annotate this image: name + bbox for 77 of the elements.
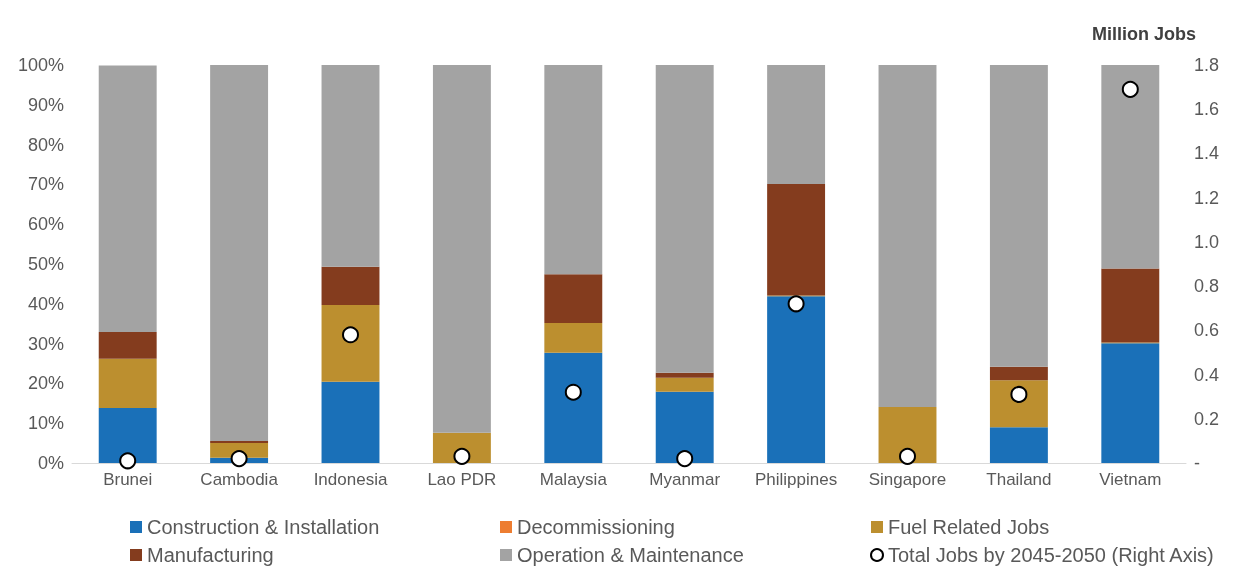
y-tick-label: 100% (17, 55, 64, 75)
y-tick-label: 90% (27, 94, 64, 115)
bar (1101, 65, 1160, 269)
y-tick-label: 30% (27, 333, 64, 354)
legend-label: Fuel Related Jobs (888, 516, 1050, 538)
bar (878, 406, 937, 463)
y-tick-label: 60% (27, 214, 64, 235)
bar (321, 266, 380, 305)
bar (321, 304, 380, 382)
y2-axis-title: Million Jobs (1091, 24, 1196, 44)
x-tick-label: Myanmar (649, 470, 721, 489)
legend-label: Manufacturing (147, 544, 274, 566)
y-tick-label: 80% (27, 134, 64, 155)
bar (544, 352, 603, 463)
x-tick-label: Vietnam (1099, 470, 1162, 489)
bar (655, 391, 714, 463)
point (676, 450, 694, 468)
y2-tick-label: 1.2 (1194, 187, 1220, 208)
bar (655, 372, 714, 378)
bar (98, 408, 157, 463)
point (230, 450, 248, 468)
bar (989, 366, 1048, 381)
legend-label: Construction & Installation (147, 516, 380, 538)
bar (1101, 268, 1160, 343)
x-tick-label: Thailand (986, 470, 1052, 489)
bar (989, 427, 1048, 463)
y-tick-label: 50% (27, 254, 64, 274)
bar (655, 65, 714, 373)
point (1010, 385, 1028, 403)
bar (767, 296, 826, 463)
y2-tick-label: 0.4 (1194, 364, 1220, 385)
y-tick-label: 20% (27, 373, 64, 394)
x-tick-label: Philippines (754, 470, 838, 489)
point (787, 295, 805, 313)
y-tick-label: 10% (27, 413, 64, 434)
bar (767, 65, 826, 184)
y2-tick-label: 1.6 (1194, 99, 1220, 120)
y-tick-label: 0% (37, 453, 64, 473)
bar (989, 380, 1048, 428)
bar (544, 274, 603, 323)
point (564, 383, 582, 401)
y2-tick-label: 1.4 (1194, 143, 1220, 164)
y-tick-label: 40% (27, 293, 64, 314)
bar (655, 377, 714, 392)
y2-tick-label: - (1194, 453, 1200, 473)
bar (544, 322, 603, 353)
x-tick-label: Brunei (103, 470, 153, 489)
y-tick-label: 70% (27, 174, 64, 195)
bar (1101, 343, 1160, 463)
bar (321, 381, 380, 463)
bar (98, 332, 157, 359)
point (899, 447, 916, 465)
bar (210, 65, 269, 442)
legend-label: Total Jobs by 2045-2050 (Right Axis) (888, 544, 1214, 566)
point (342, 326, 359, 344)
bar (878, 65, 937, 407)
bar (989, 65, 1048, 367)
y2-tick-label: 1.8 (1194, 55, 1220, 75)
bar (98, 65, 157, 333)
y2-tick-label: 1.0 (1194, 231, 1220, 252)
legend-label: Operation & Maintenance (517, 544, 744, 566)
x-tick-label: Singapore (868, 470, 947, 489)
x-tick-label: Cambodia (200, 470, 279, 489)
x-tick-label: Lao PDR (427, 470, 497, 489)
point (1121, 80, 1139, 98)
bar (321, 65, 380, 267)
bar (767, 184, 826, 296)
legend-label: Decommissioning (517, 516, 675, 538)
point (119, 452, 137, 470)
y2-tick-label: 0.2 (1194, 408, 1220, 429)
bar (544, 65, 603, 275)
bar (432, 65, 491, 433)
bar (98, 358, 157, 409)
y2-tick-label: 0.8 (1194, 276, 1220, 297)
x-tick-label: Indonesia (313, 470, 388, 489)
x-tick-label: Malaysia (539, 470, 608, 489)
y2-tick-label: 0.6 (1194, 320, 1220, 341)
